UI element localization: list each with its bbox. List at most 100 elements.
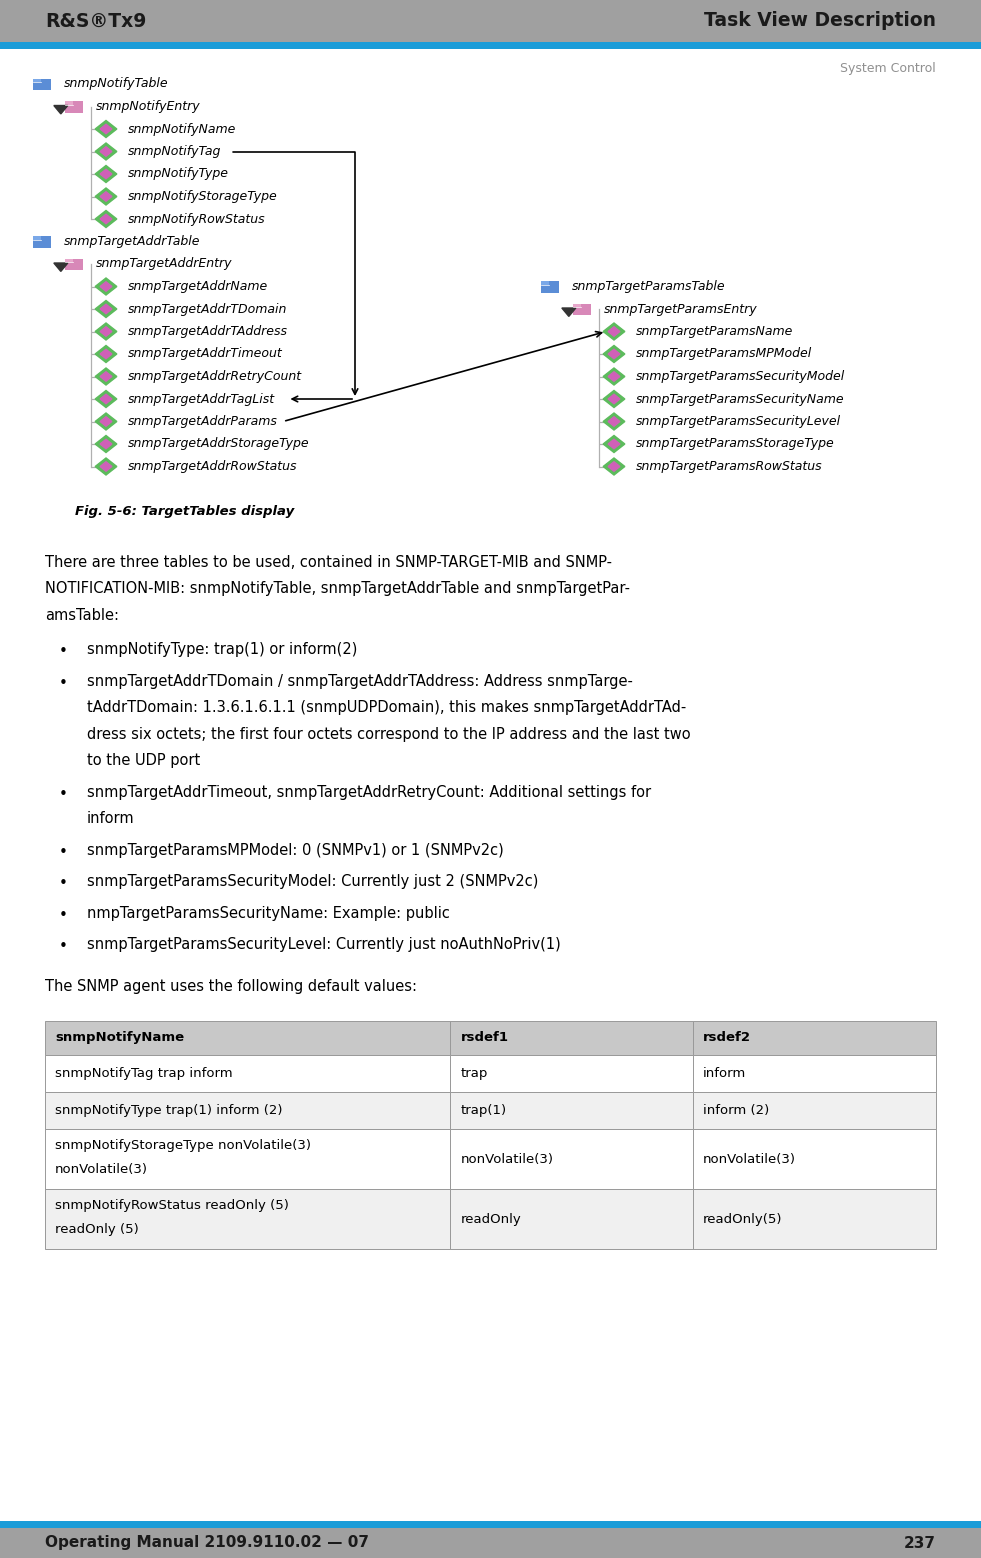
- Bar: [450, 1020, 693, 1055]
- Text: snmpTargetParamsRowStatus: snmpTargetParamsRowStatus: [636, 460, 823, 474]
- Text: snmpNotifyRowStatus: snmpNotifyRowStatus: [128, 212, 266, 226]
- Polygon shape: [95, 277, 117, 294]
- Bar: [450, 1189, 693, 1250]
- Bar: [450, 1055, 693, 1092]
- Polygon shape: [95, 120, 117, 137]
- Text: •: •: [59, 907, 68, 922]
- Text: snmpNotifyStorageType: snmpNotifyStorageType: [128, 190, 278, 203]
- Bar: [45, 1055, 450, 1092]
- Text: snmpTargetAddrTable: snmpTargetAddrTable: [64, 235, 200, 248]
- Text: nonVolatile(3): nonVolatile(3): [702, 1153, 796, 1165]
- Text: snmpTargetParamsTable: snmpTargetParamsTable: [572, 280, 726, 293]
- Text: snmpTargetAddrTimeout, snmpTargetAddrRetryCount: Additional settings for: snmpTargetAddrTimeout, snmpTargetAddrRet…: [87, 785, 651, 799]
- Bar: [66, 259, 82, 271]
- Polygon shape: [100, 349, 112, 358]
- Text: The SNMP agent uses the following default values:: The SNMP agent uses the following defaul…: [45, 978, 417, 994]
- Bar: [33, 79, 41, 83]
- Text: 237: 237: [904, 1536, 936, 1550]
- Polygon shape: [100, 327, 112, 337]
- Bar: [45, 1189, 450, 1250]
- Bar: [0, 0, 981, 42]
- Text: snmpNotifyType: snmpNotifyType: [128, 168, 229, 181]
- Text: snmpNotifyTag: snmpNotifyTag: [128, 145, 222, 157]
- Text: snmpTargetParamsMPModel: snmpTargetParamsMPModel: [636, 347, 812, 360]
- Polygon shape: [95, 436, 117, 452]
- Polygon shape: [100, 304, 112, 313]
- Polygon shape: [54, 106, 68, 114]
- Bar: [33, 79, 51, 90]
- Text: snmpNotifyName: snmpNotifyName: [55, 1031, 184, 1044]
- Bar: [542, 282, 558, 293]
- Polygon shape: [100, 282, 112, 291]
- Text: System Control: System Control: [841, 62, 936, 75]
- Polygon shape: [603, 458, 625, 475]
- Polygon shape: [100, 146, 112, 156]
- Text: snmpTargetParamsStorageType: snmpTargetParamsStorageType: [636, 438, 835, 450]
- Text: snmpNotifyName: snmpNotifyName: [128, 123, 236, 136]
- Text: snmpTargetAddrTDomain: snmpTargetAddrTDomain: [128, 302, 287, 316]
- Text: inform: inform: [87, 812, 134, 826]
- Text: snmpNotifyType: trap(1) or inform(2): snmpNotifyType: trap(1) or inform(2): [87, 642, 357, 657]
- Text: trap: trap: [460, 1067, 488, 1080]
- Text: snmpTargetAddrParams: snmpTargetAddrParams: [128, 414, 278, 428]
- Text: snmpTargetAddrStorageType: snmpTargetAddrStorageType: [128, 438, 310, 450]
- Text: snmpNotifyType trap(1) inform (2): snmpNotifyType trap(1) inform (2): [55, 1105, 283, 1117]
- Bar: [45, 1020, 450, 1055]
- Text: snmpTargetParamsSecurityLevel: snmpTargetParamsSecurityLevel: [636, 414, 841, 428]
- Polygon shape: [603, 413, 625, 430]
- Polygon shape: [95, 368, 117, 385]
- Text: snmpTargetParamsName: snmpTargetParamsName: [636, 326, 794, 338]
- Text: snmpTargetAddrName: snmpTargetAddrName: [128, 280, 268, 293]
- Polygon shape: [95, 165, 117, 182]
- Text: •: •: [59, 787, 68, 801]
- Polygon shape: [608, 418, 620, 427]
- Text: inform: inform: [702, 1067, 746, 1080]
- Text: •: •: [59, 876, 68, 891]
- Polygon shape: [100, 215, 112, 224]
- Bar: [693, 1055, 936, 1092]
- Polygon shape: [100, 372, 112, 382]
- Text: nonVolatile(3): nonVolatile(3): [55, 1164, 148, 1176]
- Text: •: •: [59, 844, 68, 860]
- Bar: [450, 1130, 693, 1189]
- Polygon shape: [54, 263, 68, 271]
- Bar: [66, 101, 74, 104]
- Polygon shape: [95, 391, 117, 408]
- Bar: [0, 42, 981, 48]
- Polygon shape: [608, 327, 620, 337]
- Text: snmpTargetParamsSecurityName: snmpTargetParamsSecurityName: [636, 393, 845, 405]
- Bar: [33, 237, 51, 248]
- Text: Operating Manual 2109.9110.02 — 07: Operating Manual 2109.9110.02 — 07: [45, 1536, 369, 1550]
- Text: snmpNotifyTag trap inform: snmpNotifyTag trap inform: [55, 1067, 232, 1080]
- Text: snmpTargetParamsEntry: snmpTargetParamsEntry: [604, 302, 757, 316]
- Polygon shape: [100, 439, 112, 449]
- Bar: [542, 282, 549, 285]
- Polygon shape: [95, 210, 117, 227]
- Text: inform (2): inform (2): [702, 1105, 769, 1117]
- Polygon shape: [100, 418, 112, 427]
- Polygon shape: [603, 391, 625, 408]
- Polygon shape: [100, 461, 112, 471]
- Text: snmpTargetParamsSecurityModel: snmpTargetParamsSecurityModel: [636, 369, 846, 383]
- Bar: [0, 1528, 981, 1558]
- Polygon shape: [603, 368, 625, 385]
- Polygon shape: [95, 143, 117, 160]
- Bar: [66, 259, 74, 262]
- Text: There are three tables to be used, contained in SNMP-TARGET-MIB and SNMP-: There are three tables to be used, conta…: [45, 555, 612, 570]
- Text: snmpTargetAddrTimeout: snmpTargetAddrTimeout: [128, 347, 283, 360]
- Polygon shape: [100, 394, 112, 404]
- Polygon shape: [100, 170, 112, 179]
- Text: nonVolatile(3): nonVolatile(3): [460, 1153, 553, 1165]
- Text: NOTIFICATION-MIB: snmpNotifyTable, snmpTargetAddrTable and snmpTargetPar-: NOTIFICATION-MIB: snmpNotifyTable, snmpT…: [45, 581, 630, 597]
- Polygon shape: [95, 413, 117, 430]
- Text: trap(1): trap(1): [460, 1105, 506, 1117]
- Polygon shape: [95, 323, 117, 340]
- Text: dress six octets; the first four octets correspond to the IP address and the las: dress six octets; the first four octets …: [87, 726, 691, 742]
- Bar: [693, 1092, 936, 1130]
- Bar: [693, 1020, 936, 1055]
- Text: snmpTargetAddrTDomain / snmpTargetAddrTAddress: Address snmpTarge-: snmpTargetAddrTDomain / snmpTargetAddrTA…: [87, 673, 633, 689]
- Polygon shape: [95, 189, 117, 206]
- Text: snmpTargetAddrRetryCount: snmpTargetAddrRetryCount: [128, 369, 302, 383]
- Bar: [66, 101, 82, 112]
- Text: snmpTargetAddrTAddress: snmpTargetAddrTAddress: [128, 326, 288, 338]
